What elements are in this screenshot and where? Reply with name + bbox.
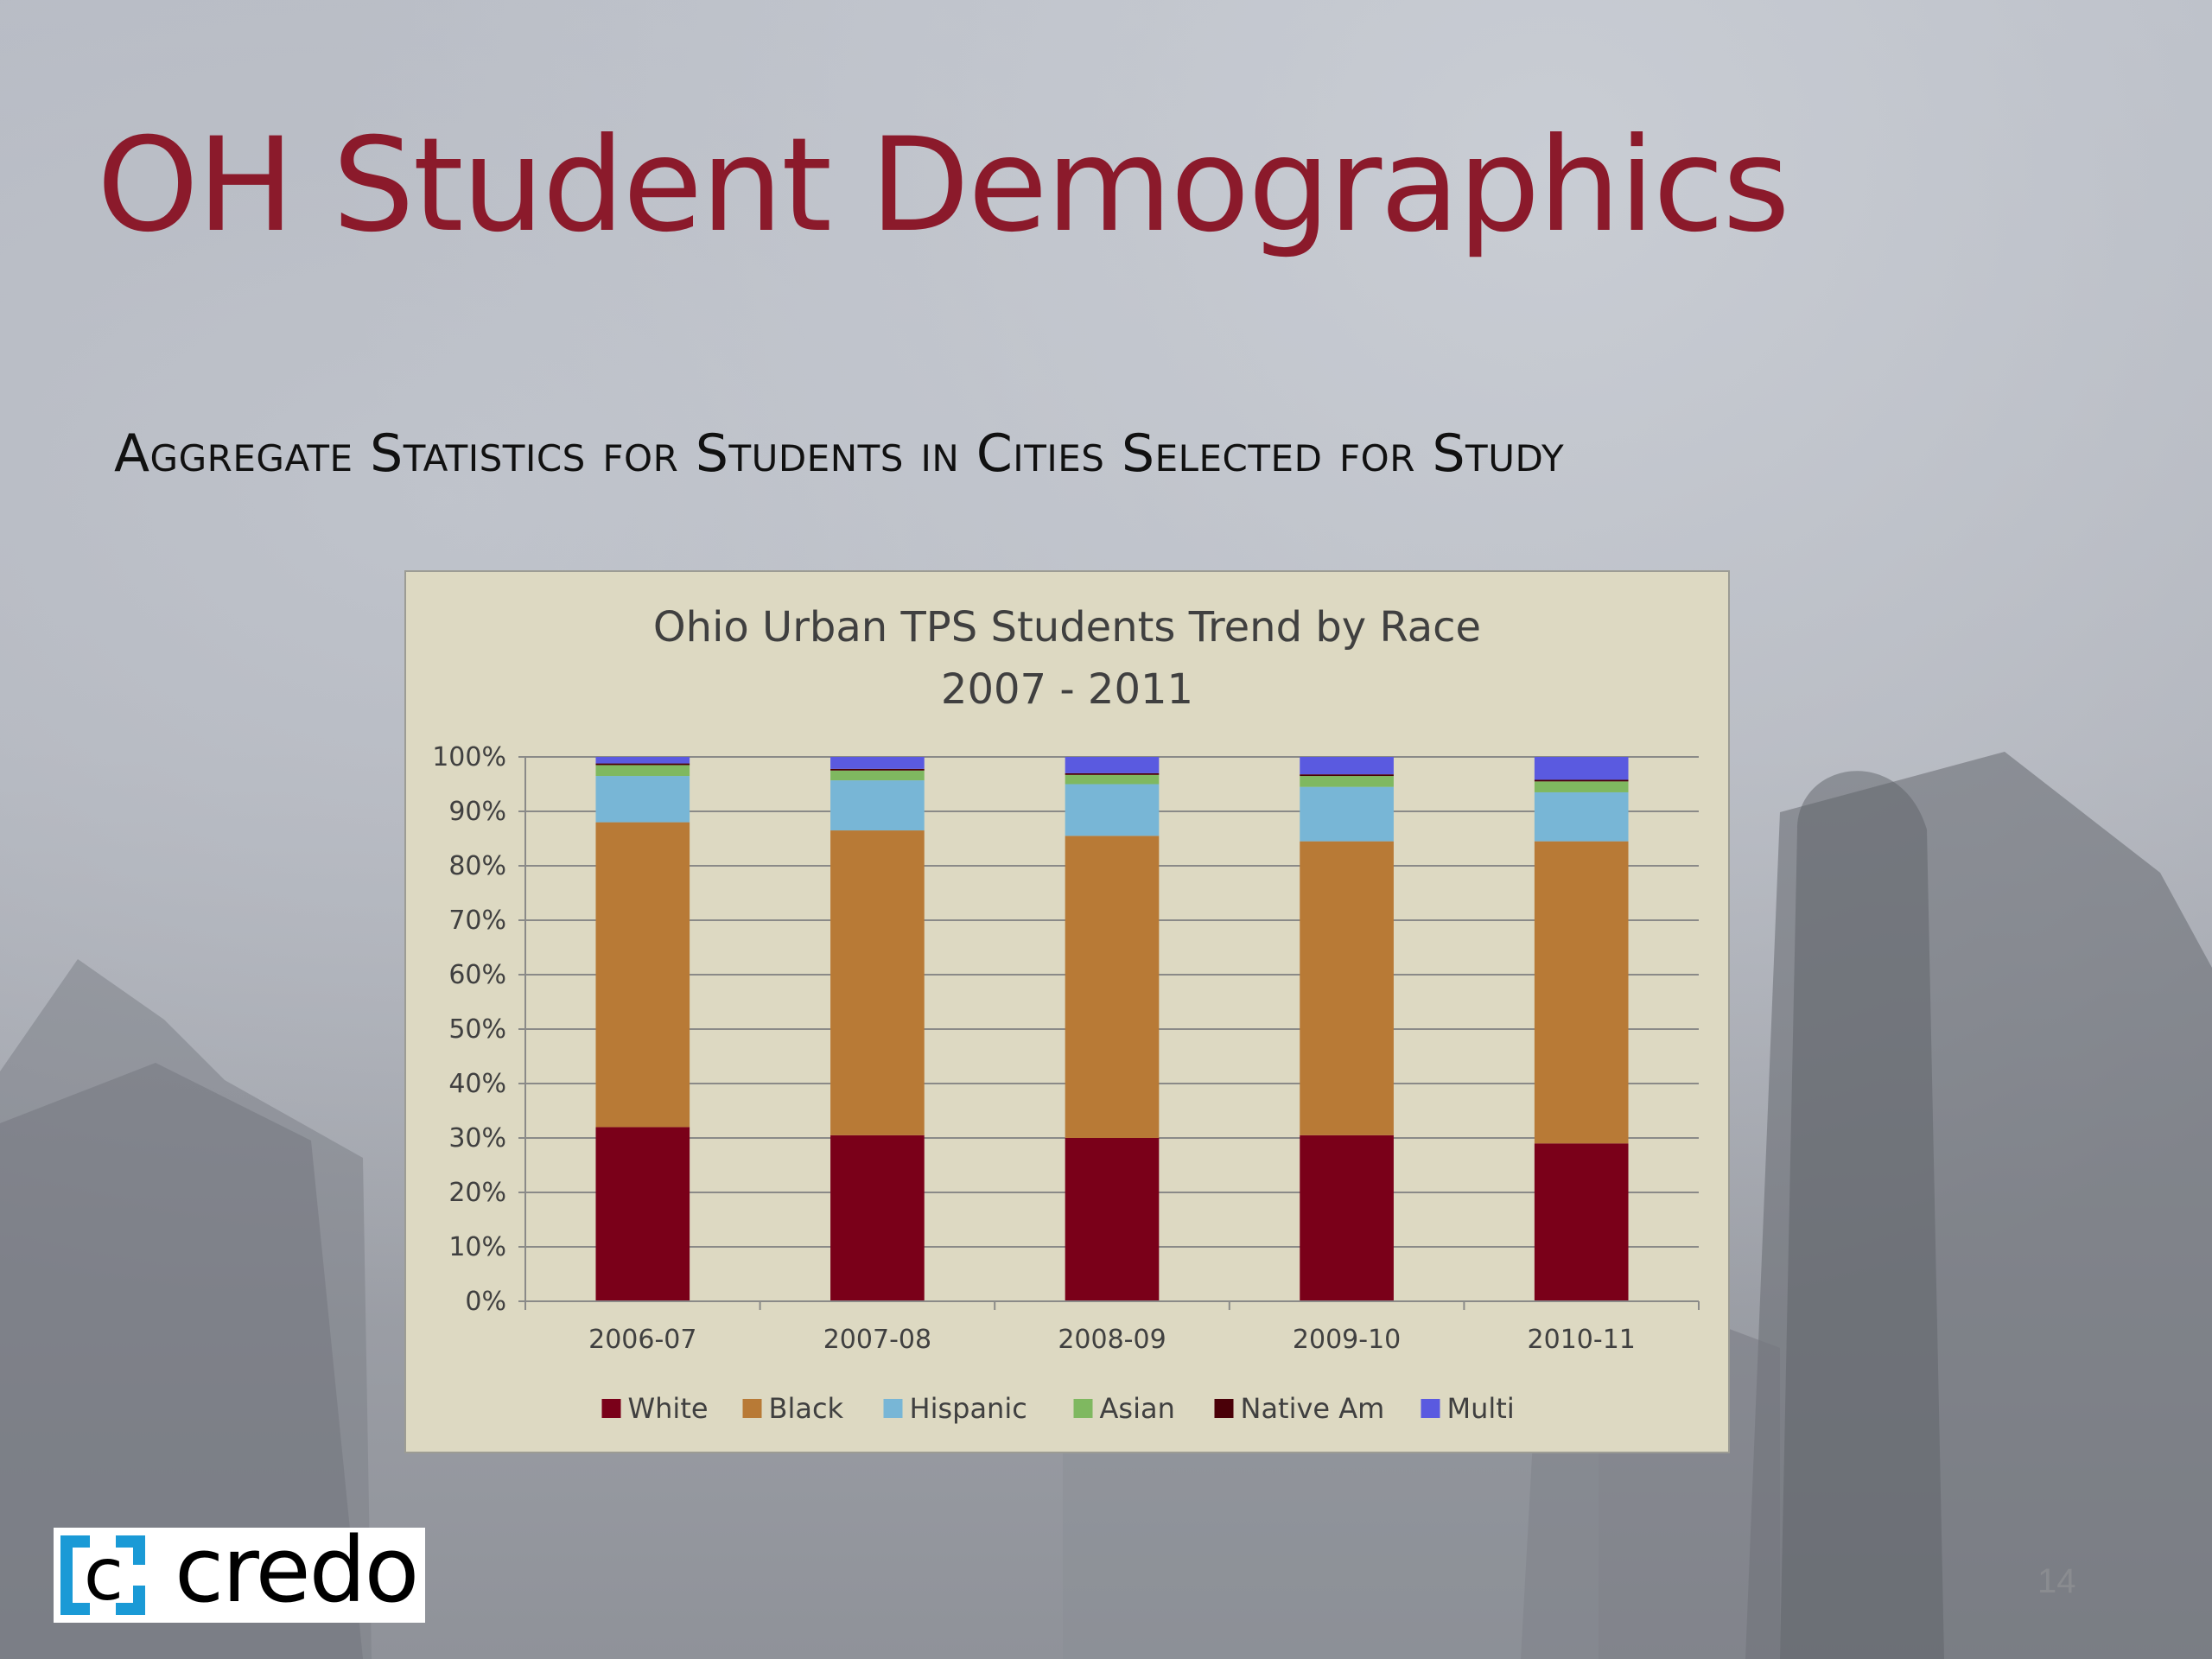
legend-label: Native Am — [1241, 1392, 1385, 1425]
x-tick-label: 2009-10 — [1293, 1325, 1401, 1355]
y-tick-label: 20% — [448, 1178, 506, 1208]
slide-title: OH Student Demographics — [97, 111, 1790, 261]
bar-segment-black — [1300, 841, 1394, 1135]
bar-segment-white — [1300, 1135, 1394, 1301]
legend-item-multi: Multi — [1421, 1392, 1515, 1425]
chart-title-line-2: 2007 - 2011 — [941, 665, 1193, 714]
bar-segment-hispanic — [1534, 791, 1629, 842]
stacked-bar-chart: Ohio Urban TPS Students Trend by Race 20… — [432, 603, 1700, 1425]
legend-swatch — [601, 1399, 621, 1418]
bar-segment-multi — [1300, 757, 1394, 775]
bar-segment-multi — [1065, 757, 1160, 773]
legend-item-asian: Asian — [1073, 1392, 1175, 1425]
legend-item-hispanic: Hispanic — [883, 1392, 1027, 1425]
bar-segment-white — [1534, 1143, 1629, 1301]
y-tick-label: 40% — [448, 1069, 506, 1099]
bar-segment-white — [595, 1127, 690, 1301]
bar-segment-black — [1065, 836, 1160, 1138]
bar-segment-native-am — [1065, 772, 1160, 775]
bar-segment-multi — [1534, 757, 1629, 780]
bar-segment-native-am — [1534, 779, 1629, 782]
legend-label: Asian — [1100, 1392, 1175, 1425]
y-tick-label: 90% — [448, 797, 506, 827]
bar-segment-native-am — [830, 768, 925, 771]
bar-segment-asian — [1065, 774, 1160, 785]
bar-segment-multi — [595, 757, 690, 764]
legend-swatch — [1214, 1399, 1234, 1418]
slide-subtitle: Aggregate Statistics for Students in Cit… — [114, 423, 1565, 484]
legend-label: Multi — [1447, 1392, 1515, 1425]
y-tick-label: 50% — [448, 1014, 506, 1045]
bar-segment-hispanic — [1065, 784, 1160, 836]
bar-segment-asian — [1300, 776, 1394, 787]
y-tick-label: 30% — [448, 1123, 506, 1154]
x-tick-label: 2006-07 — [588, 1325, 696, 1355]
bar-segment-hispanic — [830, 780, 925, 831]
legend-swatch — [883, 1399, 903, 1418]
y-tick-label: 10% — [448, 1232, 506, 1262]
x-tick-label: 2007-08 — [823, 1325, 931, 1355]
bar-segment-black — [595, 822, 690, 1128]
legend-swatch — [742, 1399, 762, 1418]
bar-segment-native-am — [1300, 774, 1394, 777]
legend-item-white: White — [601, 1392, 709, 1425]
svg-text:c: c — [84, 1532, 124, 1617]
bar-segment-white — [1065, 1138, 1160, 1301]
bar-segment-white — [830, 1135, 925, 1301]
legend-swatch — [1421, 1399, 1440, 1418]
legend-label: Hispanic — [910, 1392, 1027, 1425]
legend-label: White — [628, 1392, 709, 1425]
bar-segment-asian — [595, 765, 690, 777]
y-tick-label: 0% — [465, 1287, 506, 1317]
y-tick-label: 80% — [448, 851, 506, 881]
chart-title-line-1: Ohio Urban TPS Students Trend by Race — [653, 603, 1481, 652]
bar-segment-hispanic — [1300, 786, 1394, 842]
logo-wordmark: credo — [175, 1517, 419, 1623]
legend-item-native-am: Native Am — [1214, 1392, 1385, 1425]
y-tick-label: 100% — [432, 742, 506, 772]
legend-swatch — [1073, 1399, 1093, 1418]
bar-segment-black — [830, 830, 925, 1135]
legend-item-black: Black — [742, 1392, 844, 1425]
bar-segment-asian — [830, 770, 925, 781]
credo-logo: c credo — [54, 1517, 425, 1623]
x-tick-label: 2010-11 — [1528, 1325, 1636, 1355]
bar-segment-native-am — [595, 763, 690, 766]
y-tick-label: 70% — [448, 906, 506, 936]
y-tick-label: 60% — [448, 960, 506, 990]
bar-segment-multi — [830, 757, 925, 769]
page-number: 14 — [2037, 1562, 2076, 1600]
x-tick-label: 2008-09 — [1058, 1325, 1166, 1355]
bar-segment-black — [1534, 841, 1629, 1144]
bar-segment-hispanic — [595, 776, 690, 823]
bar-segment-asian — [1534, 781, 1629, 792]
chart-panel: Ohio Urban TPS Students Trend by Race 20… — [404, 570, 1730, 1453]
legend-label: Black — [769, 1392, 844, 1425]
credo-bracket-icon: c — [60, 1532, 145, 1617]
